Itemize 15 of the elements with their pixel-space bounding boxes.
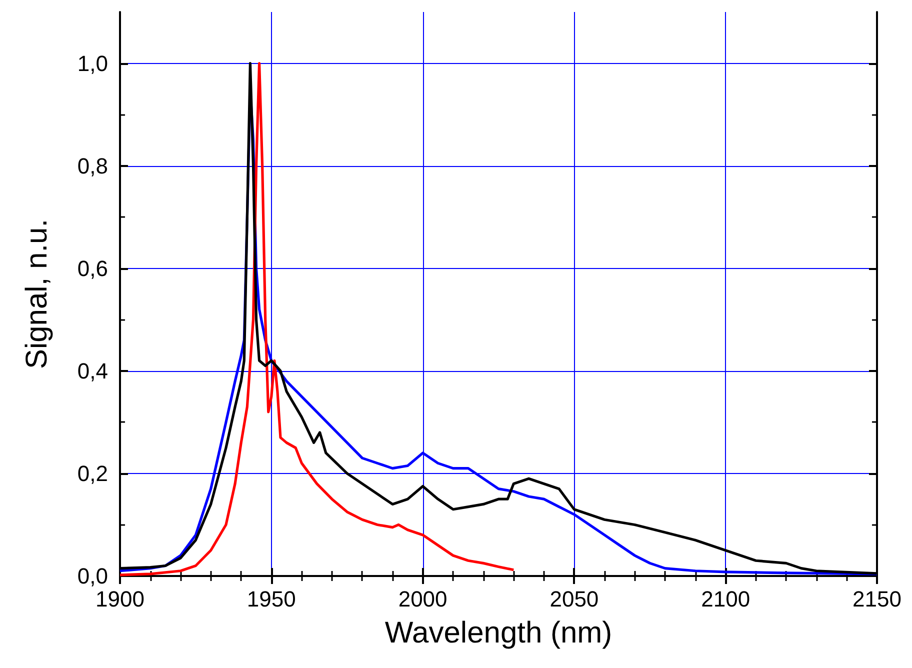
- y-tick-label: 0,6: [77, 256, 108, 281]
- y-tick-label: 1,0: [77, 50, 108, 76]
- line-series: [118, 62, 515, 576]
- x-tick-label: 1900: [96, 586, 144, 612]
- y-tick-label: 0,2: [77, 460, 108, 486]
- y-axis-title: Signal, n.u.: [20, 218, 54, 370]
- x-tick-label: 2000: [398, 586, 448, 612]
- x-tick-label: 2150: [852, 586, 902, 612]
- x-tick-label: 1950: [246, 586, 296, 612]
- y-tick-label: 0,0: [77, 564, 108, 588]
- x-axis-title: Wavelength (nm): [384, 616, 612, 650]
- x-tick-label: 2050: [550, 586, 599, 612]
- y-tick-label: 0,8: [77, 153, 108, 178]
- y-tick-label: 0,4: [77, 358, 108, 384]
- x-tick-label: 2100: [701, 586, 750, 612]
